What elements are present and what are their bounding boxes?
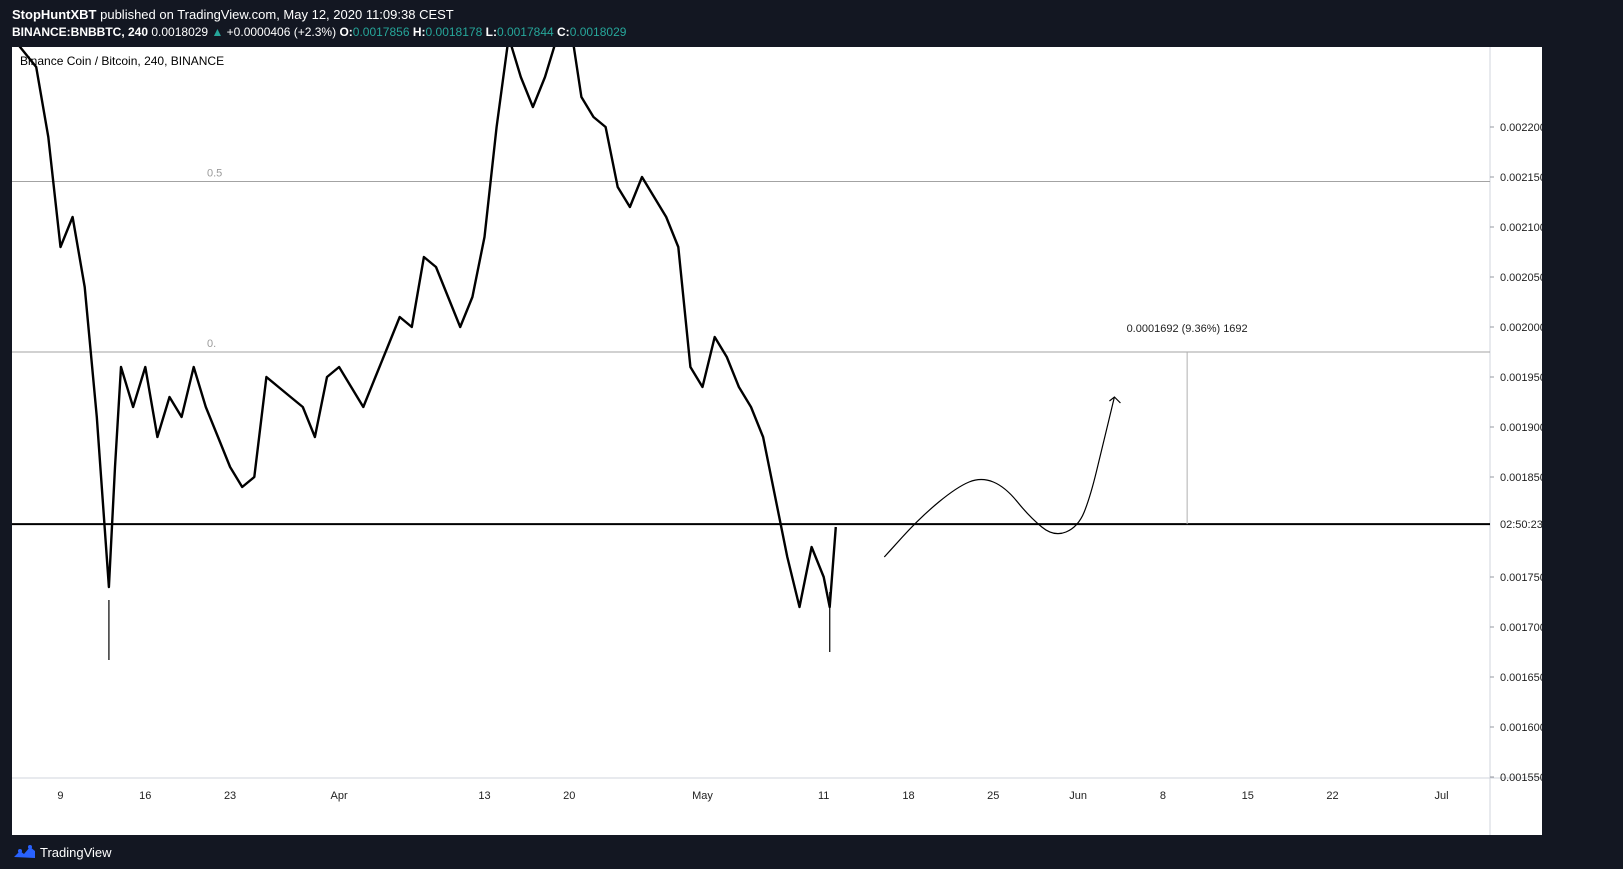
- y-tick-label: 0.0018500: [1500, 472, 1542, 484]
- publish-text: published on TradingView.com, May 12, 20…: [100, 7, 454, 22]
- x-tick-label: 25: [987, 790, 999, 802]
- fib-level-label: 0.: [207, 338, 216, 350]
- low-value: 0.0017844: [496, 25, 554, 39]
- chart-pane[interactable]: 0.5 0. 02:50:23 0.0022000 0.0021500 0.0021000…: [12, 47, 1542, 835]
- price-chart[interactable]: 0.5 0. 02:50:23 0.0022000 0.0021500 0.0021000…: [12, 47, 1542, 835]
- fib-level-label: 0.5: [207, 168, 222, 180]
- low-label: L:: [485, 25, 497, 39]
- y-tick-label: 0.0019000: [1500, 422, 1542, 434]
- y-tick-label: 0.0021000: [1500, 222, 1542, 234]
- x-tick-label: 20: [563, 790, 575, 802]
- x-tick-label: 11: [818, 790, 829, 802]
- y-tick-label: 0.0019500: [1500, 372, 1542, 384]
- last-price: 0.0018029: [151, 25, 209, 39]
- publish-info: StopHuntXBT published on TradingView.com…: [12, 7, 454, 22]
- x-tick-label: 15: [1242, 790, 1254, 802]
- y-tick-label: 0.0021500: [1500, 172, 1542, 184]
- y-tick-label: 0.0022000: [1500, 122, 1542, 134]
- high-value: 0.0018178: [425, 25, 483, 39]
- close-value: 0.0018029: [569, 25, 627, 39]
- symbol-label[interactable]: BINANCE:BNBBTC, 240: [12, 25, 149, 39]
- x-tick-label: 18: [902, 790, 914, 802]
- y-tick-label: 0.0015500: [1500, 772, 1542, 784]
- chart-header: StopHuntXBT published on TradingView.com…: [0, 0, 1623, 47]
- y-tick-label: 0.0020000: [1500, 322, 1542, 334]
- change-up-icon: ▲: [211, 25, 224, 39]
- x-tick-label: May: [692, 790, 713, 802]
- y-tick-label: 0.0017500: [1500, 572, 1542, 584]
- countdown-label: 02:50:23: [1500, 519, 1542, 531]
- y-tick-label: 0.0017000: [1500, 622, 1542, 634]
- open-label: O:: [339, 25, 353, 39]
- x-tick-label: Jun: [1069, 790, 1087, 802]
- x-tick-label: 13: [478, 790, 490, 802]
- price-series-line: [18, 47, 837, 609]
- measure-label: 0.0001692 (9.36%) 1692: [1127, 323, 1248, 335]
- price-change: +0.0000406 (+2.3%): [226, 25, 337, 39]
- open-value: 0.0017856: [352, 25, 410, 39]
- ohlc-info: BINANCE:BNBBTC, 240 0.0018029 ▲ +0.00004…: [12, 25, 626, 39]
- x-tick-label: 16: [139, 790, 151, 802]
- x-tick-label: 22: [1326, 790, 1338, 802]
- x-tick-label: Apr: [331, 790, 348, 802]
- x-tick-label: Jul: [1435, 790, 1449, 802]
- tradingview-logo-icon[interactable]: [12, 843, 38, 861]
- y-tick-label: 0.0016000: [1500, 722, 1542, 734]
- chart-legend-title: Binance Coin / Bitcoin, 240, BINANCE: [20, 54, 224, 68]
- projection-arrow-icon: [1109, 396, 1121, 404]
- x-tick-label: 9: [57, 790, 63, 802]
- author-name[interactable]: StopHuntXBT: [12, 7, 97, 22]
- projection-drawing: [883, 396, 1115, 558]
- x-tick-label: 8: [1160, 790, 1166, 802]
- y-tick-label: 0.0016500: [1500, 672, 1542, 684]
- footer-bar: TradingView: [0, 835, 1623, 869]
- y-tick-label: 0.0020500: [1500, 272, 1542, 284]
- x-tick-label: 23: [224, 790, 236, 802]
- tradingview-brand[interactable]: TradingView: [40, 845, 112, 860]
- close-label: C:: [557, 25, 570, 39]
- high-label: H:: [412, 25, 426, 39]
